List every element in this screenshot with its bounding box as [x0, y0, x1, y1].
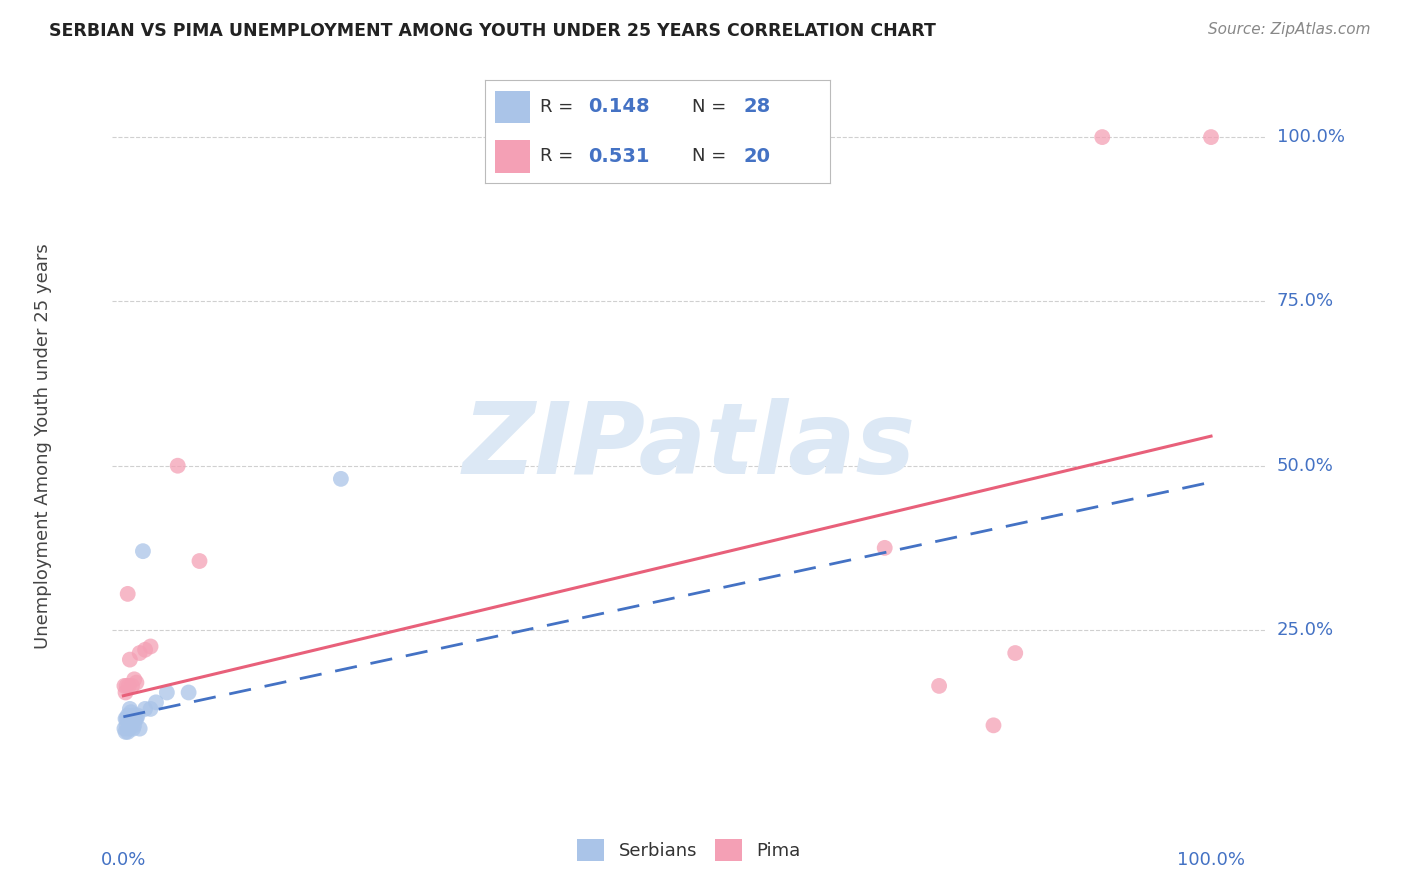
Text: R =: R =	[540, 98, 579, 116]
Point	[121, 679, 143, 693]
Point	[928, 679, 950, 693]
Point	[114, 685, 136, 699]
Point	[118, 722, 141, 736]
Point	[115, 718, 138, 732]
Point	[117, 725, 139, 739]
Point	[177, 685, 200, 699]
Point	[122, 708, 145, 723]
Point	[1091, 130, 1114, 145]
Text: 100.0%: 100.0%	[1177, 851, 1246, 869]
Point	[873, 541, 896, 555]
Point	[114, 722, 136, 736]
Legend: Serbians, Pima: Serbians, Pima	[569, 831, 808, 868]
Point	[114, 679, 136, 693]
Bar	[495, 91, 530, 123]
Text: 20: 20	[744, 146, 770, 166]
Text: ZIPatlas: ZIPatlas	[463, 398, 915, 494]
Bar	[495, 140, 530, 173]
Point	[114, 725, 136, 739]
Text: 0.148: 0.148	[588, 97, 650, 117]
Text: 50.0%: 50.0%	[1277, 457, 1333, 475]
Point	[122, 722, 145, 736]
Text: 0.0%: 0.0%	[101, 851, 146, 869]
Point	[128, 646, 150, 660]
Point	[132, 544, 155, 558]
Text: Unemployment Among Youth under 25 years: Unemployment Among Youth under 25 years	[34, 244, 52, 648]
Point	[114, 712, 136, 726]
Point	[120, 718, 142, 732]
Point	[118, 714, 141, 729]
Point	[121, 712, 143, 726]
Text: Source: ZipAtlas.com: Source: ZipAtlas.com	[1208, 22, 1371, 37]
Point	[122, 673, 145, 687]
Point	[122, 718, 145, 732]
Point	[127, 708, 149, 723]
Point	[134, 642, 156, 657]
Text: N =: N =	[692, 147, 731, 165]
Point	[128, 722, 150, 736]
Point	[983, 718, 1005, 732]
Point	[118, 652, 141, 666]
Text: 100.0%: 100.0%	[1277, 128, 1344, 146]
Text: R =: R =	[540, 147, 579, 165]
Point	[115, 679, 138, 693]
Point	[1004, 646, 1026, 660]
Point	[156, 685, 179, 699]
Point	[118, 712, 141, 726]
Point	[117, 708, 139, 723]
Text: N =: N =	[692, 98, 731, 116]
Point	[118, 702, 141, 716]
Point	[124, 712, 146, 726]
Point	[120, 705, 142, 719]
Point	[115, 712, 138, 726]
Text: SERBIAN VS PIMA UNEMPLOYMENT AMONG YOUTH UNDER 25 YEARS CORRELATION CHART: SERBIAN VS PIMA UNEMPLOYMENT AMONG YOUTH…	[49, 22, 936, 40]
Text: 28: 28	[744, 97, 770, 117]
Point	[125, 675, 148, 690]
Point	[329, 472, 352, 486]
Point	[118, 679, 141, 693]
Text: 75.0%: 75.0%	[1277, 293, 1334, 310]
Point	[188, 554, 211, 568]
Point	[166, 458, 188, 473]
Point	[139, 702, 162, 716]
Point	[125, 712, 148, 726]
Point	[139, 640, 162, 654]
Text: 0.531: 0.531	[588, 146, 650, 166]
Text: 25.0%: 25.0%	[1277, 621, 1334, 639]
Point	[117, 587, 139, 601]
Point	[145, 695, 167, 709]
Point	[134, 702, 156, 716]
Point	[1199, 130, 1222, 145]
